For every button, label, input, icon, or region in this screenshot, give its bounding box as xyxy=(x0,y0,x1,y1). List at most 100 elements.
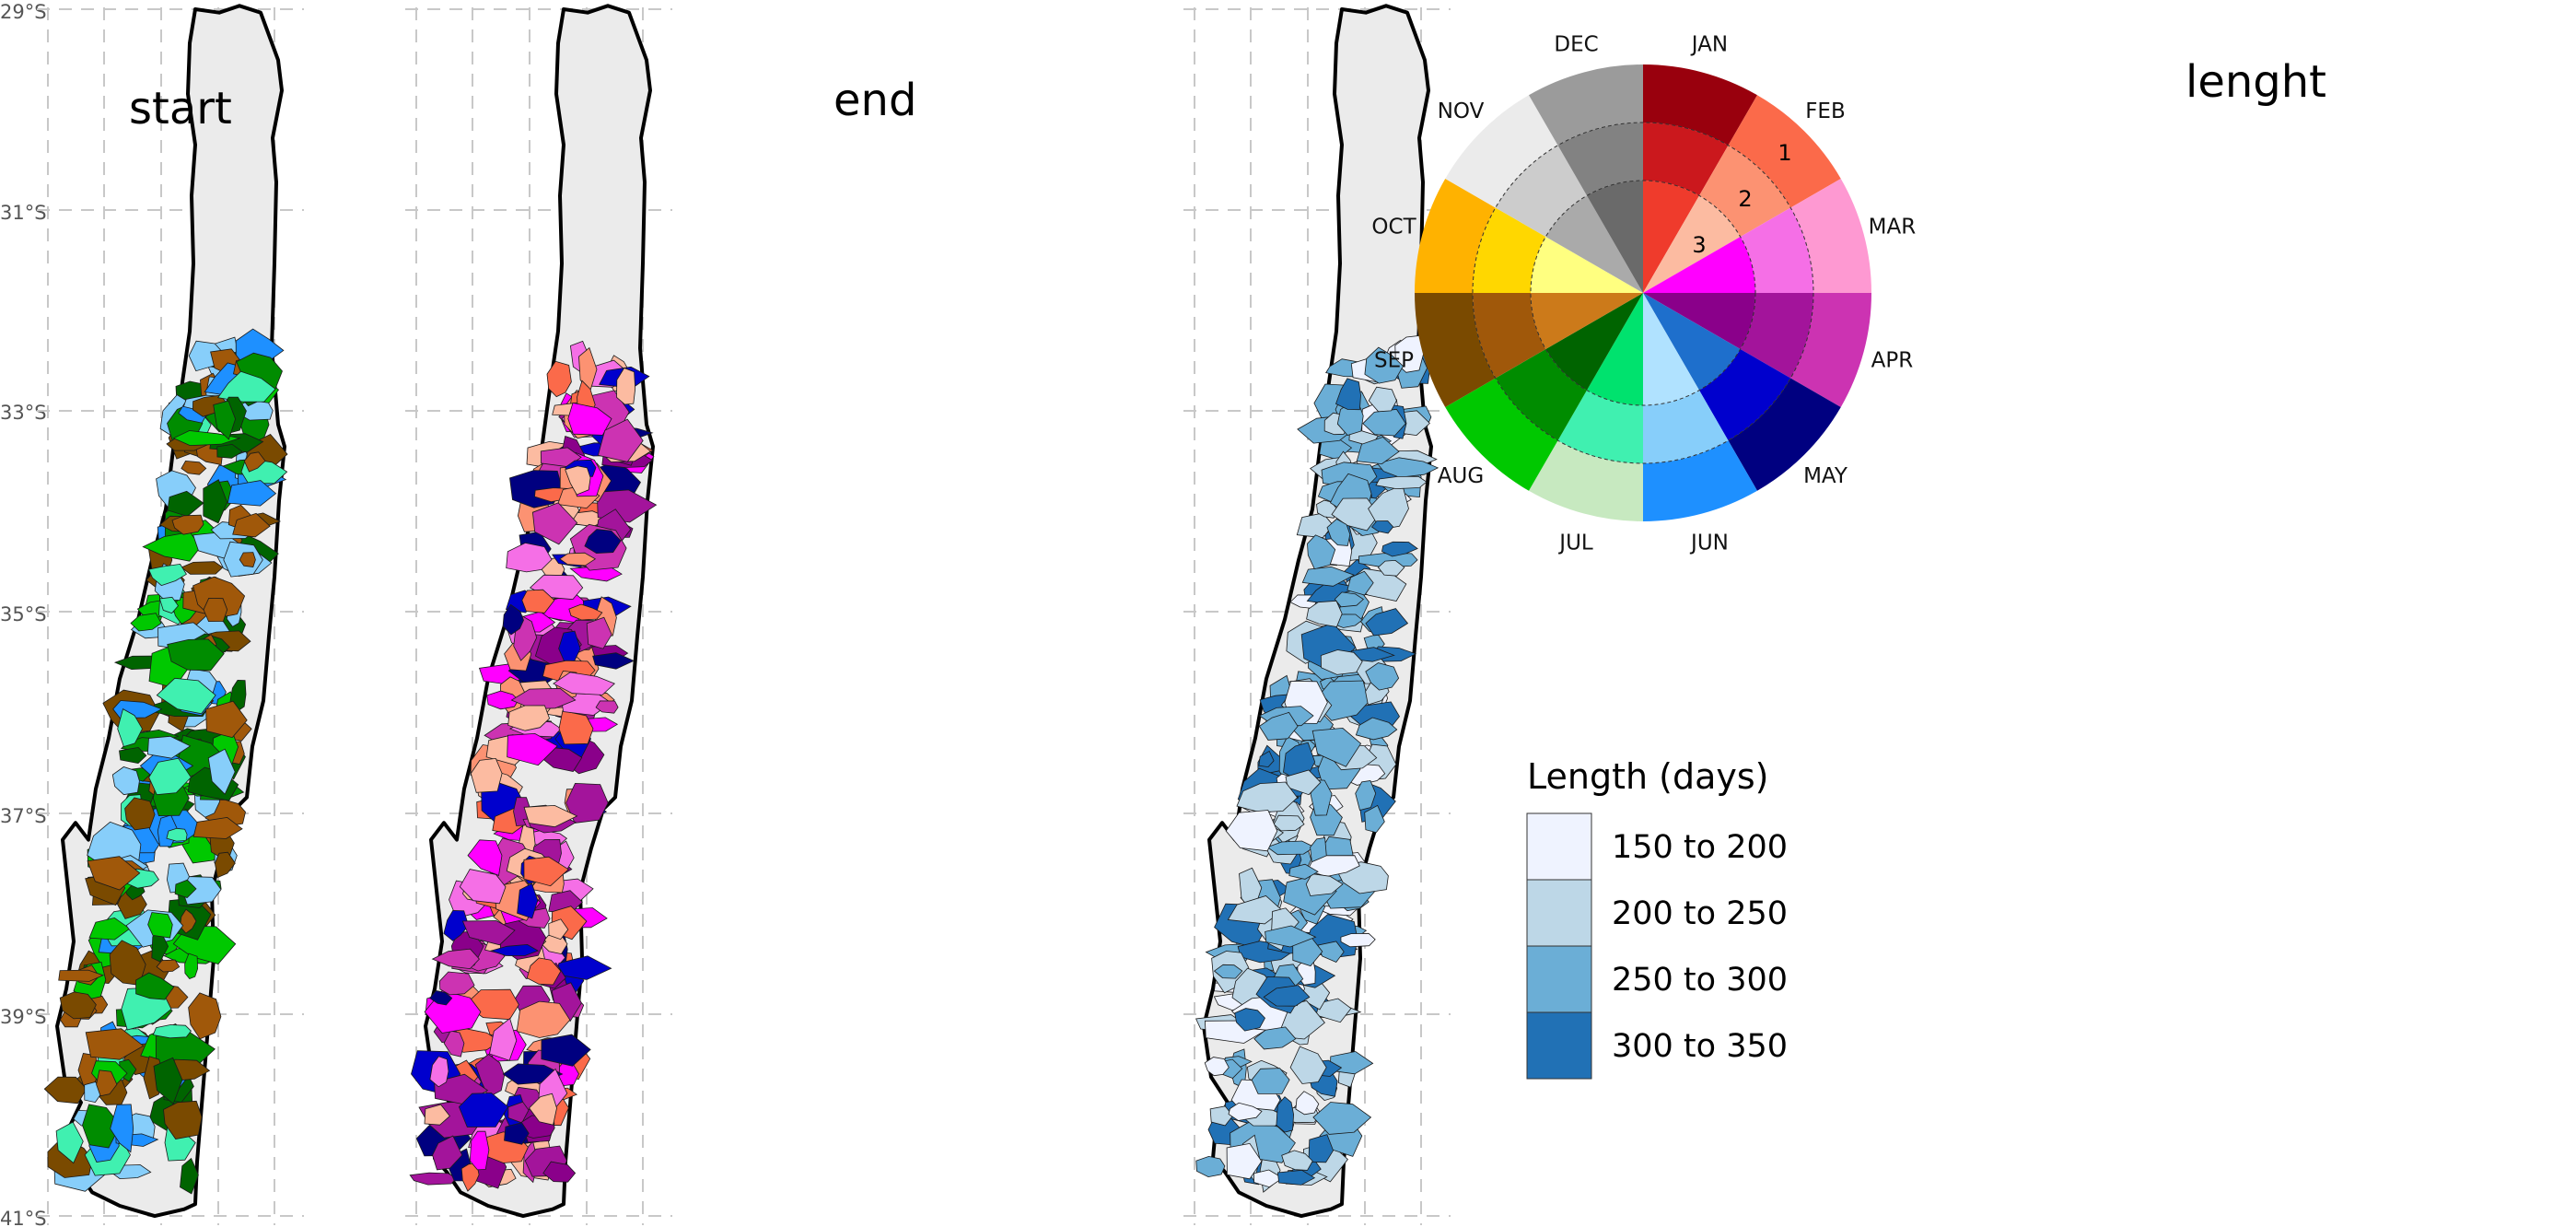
wheel-segment-aug-3 xyxy=(1545,293,1643,391)
region-patch xyxy=(214,851,236,879)
region-patch xyxy=(548,918,569,941)
legend-label: 300 to 350 xyxy=(1612,1028,1788,1065)
region-patch xyxy=(502,603,524,636)
region-patch xyxy=(55,1121,84,1164)
region-patch xyxy=(1355,717,1398,741)
region-patch xyxy=(1236,781,1299,813)
region-patch xyxy=(1226,1142,1263,1180)
lat-label-35: 35°S xyxy=(0,603,47,625)
region-patch xyxy=(110,1104,134,1153)
wheel-segment-feb-3 xyxy=(1643,195,1741,293)
region-patch xyxy=(529,1093,557,1126)
region-patch xyxy=(1306,600,1343,627)
region-patch xyxy=(1308,1134,1335,1163)
region-patch xyxy=(1281,1150,1313,1171)
month-label-mar: MAR xyxy=(1869,216,1917,240)
region-patch xyxy=(1311,727,1362,767)
region-patch xyxy=(595,700,619,714)
month-label-jul: JUL xyxy=(1557,531,1593,555)
legend-label: 150 to 200 xyxy=(1612,829,1788,866)
wheel-segment-jul-3 xyxy=(1587,293,1643,405)
legend-title: Length (days) xyxy=(1527,756,1769,797)
wheel-ring xyxy=(1530,180,1756,406)
lat-label-33: 33°S xyxy=(0,402,47,424)
region-patch xyxy=(232,512,271,538)
region-patch xyxy=(1265,925,1317,948)
region-patch xyxy=(1355,780,1377,811)
wheel-segment-mar-2 xyxy=(1740,207,1813,293)
legend-swatch xyxy=(1526,945,1592,1013)
wheel-segment-jun-1 xyxy=(1643,440,1757,521)
region-patch xyxy=(542,1161,577,1183)
region-patch xyxy=(507,732,558,766)
region-patch xyxy=(184,952,199,979)
wheel-segment-apr-1 xyxy=(1790,293,1871,407)
region-patch xyxy=(489,1017,518,1061)
region-patch xyxy=(146,735,192,759)
region-patch xyxy=(119,746,147,765)
wheel-ring xyxy=(1472,122,1814,464)
wheel-segment-jan-2 xyxy=(1643,123,1729,196)
month-label-may: MAY xyxy=(1803,464,1848,488)
region-patch xyxy=(171,514,204,535)
region-patch xyxy=(431,948,480,970)
region-patch xyxy=(559,552,597,567)
region-patch xyxy=(558,710,594,745)
wheel-segment-may-3 xyxy=(1643,293,1741,391)
legend-swatch xyxy=(1526,1011,1592,1080)
region-patch xyxy=(205,700,248,739)
region-patch xyxy=(213,400,237,440)
region-patch xyxy=(1312,1102,1372,1135)
region-patch xyxy=(153,1057,183,1104)
region-patch xyxy=(174,879,197,898)
wheel-segment-jun-2 xyxy=(1643,390,1729,463)
region-patch xyxy=(506,542,553,573)
wheel-segment-feb-1 xyxy=(1728,95,1841,208)
region-patch xyxy=(526,957,562,986)
region-patch xyxy=(432,1135,463,1171)
region-patch xyxy=(1376,457,1440,478)
length-legend: Length (days) 150 to 200 200 to 250 250 to… xyxy=(1526,756,1788,1080)
region-patch xyxy=(438,971,475,996)
map-panel-start: start xyxy=(37,4,304,1225)
region-patch xyxy=(461,920,516,946)
wheel-segment-oct-1 xyxy=(1415,179,1496,293)
region-patch xyxy=(203,479,228,524)
region-patch xyxy=(458,1093,509,1128)
region-patch xyxy=(510,687,577,710)
region-patch xyxy=(1370,520,1394,534)
region-patch xyxy=(1331,497,1380,532)
region-patch xyxy=(1346,570,1374,596)
region-patch xyxy=(1340,932,1376,948)
region-patch xyxy=(429,1056,449,1088)
region-patch xyxy=(1213,964,1243,979)
map-panel-end: end xyxy=(405,4,916,1225)
ring-number-2: 2 xyxy=(1738,186,1752,212)
region-patch xyxy=(203,597,228,623)
region-patch xyxy=(1225,810,1278,852)
wheel-segment-aug-2 xyxy=(1495,349,1587,441)
wheel-segment-aug-1 xyxy=(1445,378,1558,491)
region-patch xyxy=(1362,408,1406,437)
wheel-segment-nov-1 xyxy=(1445,95,1558,208)
region-patch xyxy=(188,992,222,1040)
region-patch xyxy=(156,959,181,973)
region-patch xyxy=(1251,1068,1290,1094)
region-patch xyxy=(443,1030,465,1058)
region-patch xyxy=(192,816,243,839)
month-label-nov: NOV xyxy=(1438,99,1485,123)
month-label-jun: JUN xyxy=(1689,531,1729,555)
region-patch xyxy=(565,465,591,496)
region-patch xyxy=(180,1157,199,1195)
region-patch xyxy=(568,603,603,621)
region-patch xyxy=(1195,1155,1226,1178)
region-patch xyxy=(467,839,503,876)
region-patch xyxy=(239,552,256,567)
region-patch xyxy=(584,529,622,555)
region-patch xyxy=(1253,1169,1284,1188)
wheel-segment-jun-3 xyxy=(1643,293,1699,405)
region-patch xyxy=(553,672,616,695)
wheel-segment-feb-2 xyxy=(1699,145,1791,237)
wheel-segment-nov-3 xyxy=(1545,195,1643,293)
region-patch xyxy=(227,480,277,507)
